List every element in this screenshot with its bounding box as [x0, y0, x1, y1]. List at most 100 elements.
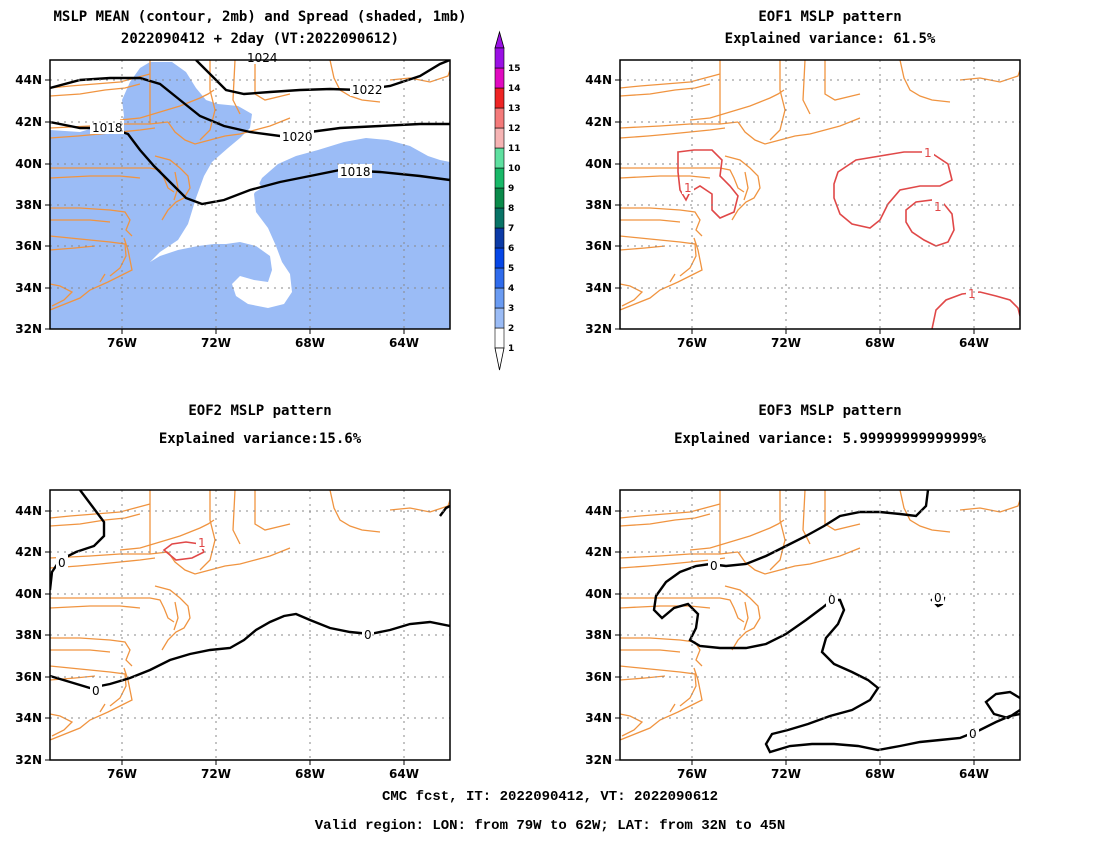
panel-eof1-title-line2: Explained variance: 61.5%	[724, 31, 936, 47]
panel-eof3-lon-labels: 76W 72W 68W 64W	[677, 767, 989, 781]
colorbar-label: 1	[508, 344, 514, 354]
colorbar-label: 7	[508, 224, 514, 234]
lat-label: 40N	[585, 157, 612, 171]
panel-eof1-title-line1: EOF1 MSLP pattern	[758, 9, 902, 25]
contour-label-1024: 1024	[247, 51, 278, 65]
panel-eof2-map: 0 0 0 1 76W 72W 68W 64W 44N 42N	[15, 489, 451, 781]
panel-eof2-title: EOF2 MSLP pattern Explained variance:15.…	[50, 403, 470, 447]
lat-label: 36N	[15, 239, 42, 253]
colorbar-swatch	[494, 267, 505, 289]
panel-eof3-title: EOF3 MSLP pattern Explained variance: 5.…	[620, 403, 1040, 447]
panel-eof3-map: 0 0 0 0 76W 72W 68W 64W 44N 42N	[585, 489, 1021, 781]
panel-eof1-gridlines	[620, 60, 1020, 329]
lat-label: 40N	[15, 587, 42, 601]
contour-label-1022: 1022	[352, 83, 383, 97]
colorbar-swatch	[494, 107, 505, 129]
lat-label: 44N	[585, 73, 612, 87]
colorbar-swatch	[494, 167, 505, 189]
colorbar-label: 11	[508, 144, 521, 154]
lat-label: 34N	[15, 711, 42, 725]
colorbar-swatch	[494, 127, 505, 149]
colorbar-max-arrow	[494, 30, 505, 49]
lat-label: 40N	[15, 157, 42, 171]
lon-label: 76W	[677, 336, 707, 350]
eof2-label: 0	[58, 556, 66, 570]
colorbar-swatch	[494, 327, 505, 349]
eof3-label: 0	[710, 559, 718, 573]
panel-mean-title: MSLP MEAN (contour, 2mb) and Spread (sha…	[0, 9, 520, 47]
colorbar-label: 4	[508, 284, 514, 294]
panel-eof2-title-line2: Explained variance:15.6%	[158, 431, 362, 447]
lon-label: 68W	[295, 767, 325, 781]
lat-label: 32N	[15, 753, 42, 767]
eof3-label: 0	[934, 591, 942, 605]
colorbar-swatch	[494, 87, 505, 109]
lat-label: 44N	[15, 504, 42, 518]
lat-label: 42N	[585, 115, 612, 129]
footer-line-2: Valid region: LON: from 79W to 62W; LAT:…	[314, 818, 786, 834]
colorbar-swatch	[494, 207, 505, 229]
colorbar-label: 9	[508, 184, 514, 194]
colorbar-label: 6	[508, 244, 514, 254]
lon-label: 76W	[107, 767, 137, 781]
panel-mean-lon-labels: 76W 72W 68W 64W	[107, 336, 419, 350]
lat-label: 38N	[585, 198, 612, 212]
colorbar-label: 2	[508, 324, 514, 334]
colorbar-swatch	[494, 227, 505, 249]
eof1-label: 1	[934, 200, 942, 214]
lat-label: 36N	[15, 670, 42, 684]
panel-mean-title-line2: 2022090412 + 2day (VT:2022090612)	[120, 31, 400, 47]
panel-eof2-title-line1: EOF2 MSLP pattern	[188, 403, 332, 419]
lat-label: 32N	[585, 322, 612, 336]
lon-label: 64W	[389, 336, 419, 350]
eof1-contour-labels: 1 1 1 1	[682, 145, 978, 301]
coastline-overlay	[50, 490, 450, 741]
lat-label: 32N	[15, 322, 42, 336]
panel-mean-lat-labels: 44N 42N 40N 38N 36N 34N 32N	[15, 73, 42, 336]
lat-label: 44N	[15, 73, 42, 87]
colorbar-label: 8	[508, 204, 514, 214]
lat-label: 34N	[585, 281, 612, 295]
panel-eof3-title-line1: EOF3 MSLP pattern	[758, 403, 902, 419]
colorbar-label: 10	[508, 164, 521, 174]
eof3-contour-labels: 0 0 0 0	[708, 558, 979, 741]
contour-label-1018-east: 1018	[340, 165, 371, 179]
eof3-label: 0	[828, 593, 836, 607]
panel-mean-map: 1024 1022 1020 1018 1018 76W 72W 68W 64W	[15, 51, 451, 350]
panel-eof3-lat-labels: 44N 42N 40N 38N 36N 34N 32N	[585, 504, 612, 767]
lon-label: 68W	[865, 767, 895, 781]
eof2-zero-contours	[50, 490, 450, 690]
panel-eof1-title: EOF1 MSLP pattern Explained variance: 61…	[620, 9, 1040, 47]
eof2-label: 0	[364, 628, 372, 642]
lat-label: 36N	[585, 670, 612, 684]
lon-label: 72W	[201, 767, 231, 781]
colorbar-swatch	[494, 147, 505, 169]
lon-label: 68W	[865, 336, 895, 350]
colorbar-swatch	[494, 187, 505, 209]
colorbar-swatch	[494, 67, 505, 89]
eof2-label: 0	[92, 684, 100, 698]
lon-label: 76W	[677, 767, 707, 781]
panel-eof3-gridlines	[620, 490, 1020, 760]
eof1-label: 1	[684, 181, 692, 195]
panel-eof1-map: 1 1 1 1 76W 72W 68W 64W 44N 42N	[585, 59, 1021, 350]
panel-mean-ticks	[45, 79, 405, 334]
eof1-positive-contours	[677, 149, 1020, 329]
footer-line-1: CMC fcst, IT: 2022090412, VT: 2022090612	[381, 789, 719, 805]
panel-eof2-gridlines	[50, 490, 450, 760]
panel-eof1-lon-labels: 76W 72W 68W 64W	[677, 336, 989, 350]
lat-label: 44N	[585, 504, 612, 518]
colorbar-swatch	[494, 247, 505, 269]
colorbar-label: 12	[508, 124, 521, 134]
panel-eof3-title-line2: Explained variance: 5.99999999999999%	[674, 431, 986, 447]
eof2-label: 1	[198, 536, 206, 550]
lon-label: 72W	[771, 336, 801, 350]
eof2-contour-labels: 0 0 0 1	[56, 535, 374, 698]
lat-label: 34N	[585, 711, 612, 725]
colorbar-label: 3	[508, 304, 514, 314]
lon-label: 64W	[959, 336, 989, 350]
lat-label: 38N	[585, 628, 612, 642]
lon-label: 76W	[107, 336, 137, 350]
